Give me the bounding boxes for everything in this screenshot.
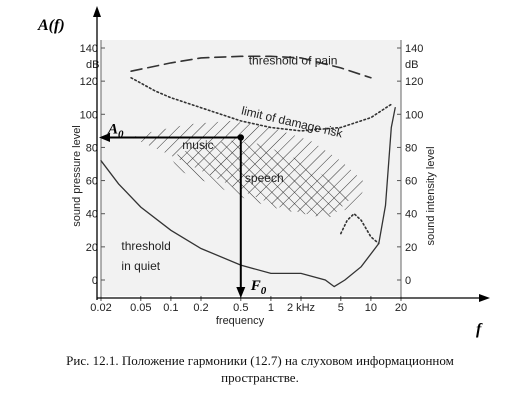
region-speech: [170, 140, 349, 217]
x-tick-label: 10: [365, 302, 377, 314]
y-left-tick-label: 120: [80, 76, 98, 88]
y-right-tick-label: 140: [405, 43, 423, 55]
series-line-threshold-in-quiet: [100, 107, 396, 288]
annotation-threshold: threshold: [121, 239, 170, 253]
y-left-tick-label: 40: [86, 209, 98, 221]
series-line-threshold-of-pain: [130, 55, 372, 79]
x-tick-label: 0.1: [163, 302, 178, 314]
series-line-dip-3: [340, 212, 380, 245]
y-left-tick-label: 80: [86, 142, 98, 154]
y-left-axis-label: sound pressure level: [71, 125, 83, 227]
x-tick-label: 1: [268, 302, 274, 314]
y-left-tick-label: 60: [86, 176, 98, 188]
marker-x-subscript: 0: [261, 285, 267, 297]
y-right-tick-label: 40: [405, 209, 417, 221]
x-tick-label: 0.02: [90, 302, 111, 314]
annotation-music: music: [182, 138, 213, 152]
annotation-threshold-of-pain: threshold of pain: [249, 54, 338, 68]
y-left-tick-label: 0: [92, 275, 98, 287]
marker-x-arrowhead: [236, 287, 246, 298]
y-right-tick-label: 100: [405, 109, 423, 121]
caption-line-1: Рис. 12.1. Положение гармоники (12.7) на…: [66, 353, 454, 368]
hearing-range-chart: 0.02 0.05 0.1 0.2 0.5 1 2 kHz 5 10 20 0 20 40 60 80 100…: [37, 6, 490, 338]
y-right-tick-label: 20: [405, 242, 417, 254]
x-tick-label: 5: [338, 302, 344, 314]
x-tick-label: 2 kHz: [287, 302, 315, 314]
outer-x-symbol: f: [476, 321, 483, 338]
y-right-unit: dB: [405, 59, 418, 71]
outer-y-arrowhead: [93, 6, 101, 17]
ticks-layer: 0.02 0.05 0.1 0.2 0.5 1 2 kHz 5 10 20 0 20 40 60 80 100…: [80, 43, 424, 314]
x-tick-label: 20: [395, 302, 407, 314]
regions-layer: [131, 120, 367, 217]
caption-line-2: пространстве.: [221, 370, 299, 385]
y-left-tick-label: 140: [80, 43, 98, 55]
figure-caption: Рис. 12.1. Положение гармоники (12.7) на…: [10, 352, 510, 386]
x-tick-label: 0.05: [130, 302, 151, 314]
outer-y-symbol: A(f): [37, 17, 65, 34]
outer-x-arrowhead: [479, 294, 490, 302]
marker-y-arrowhead: [99, 132, 110, 142]
marker-y-subscript: 0: [118, 128, 124, 140]
series-layer: [100, 55, 396, 288]
y-right-axis-label: sound intensity level: [425, 146, 437, 245]
marker-point: [237, 134, 244, 141]
y-left-tick-label: 20: [86, 242, 98, 254]
x-tick-label: 0.2: [193, 302, 208, 314]
y-right-tick-label: 120: [405, 76, 423, 88]
y-left-unit: dB: [86, 59, 99, 71]
annotation-in-quiet: in quiet: [121, 259, 160, 273]
y-right-tick-label: 0: [405, 275, 411, 287]
x-tick-label: 0.5: [233, 302, 248, 314]
series-line-limit-of-damage-risk: [130, 77, 393, 132]
y-right-tick-label: 80: [405, 142, 417, 154]
y-left-tick-label: 100: [80, 109, 98, 121]
x-axis-label: frequency: [216, 315, 265, 327]
annotation-speech: speech: [245, 171, 284, 185]
y-right-tick-label: 60: [405, 176, 417, 188]
